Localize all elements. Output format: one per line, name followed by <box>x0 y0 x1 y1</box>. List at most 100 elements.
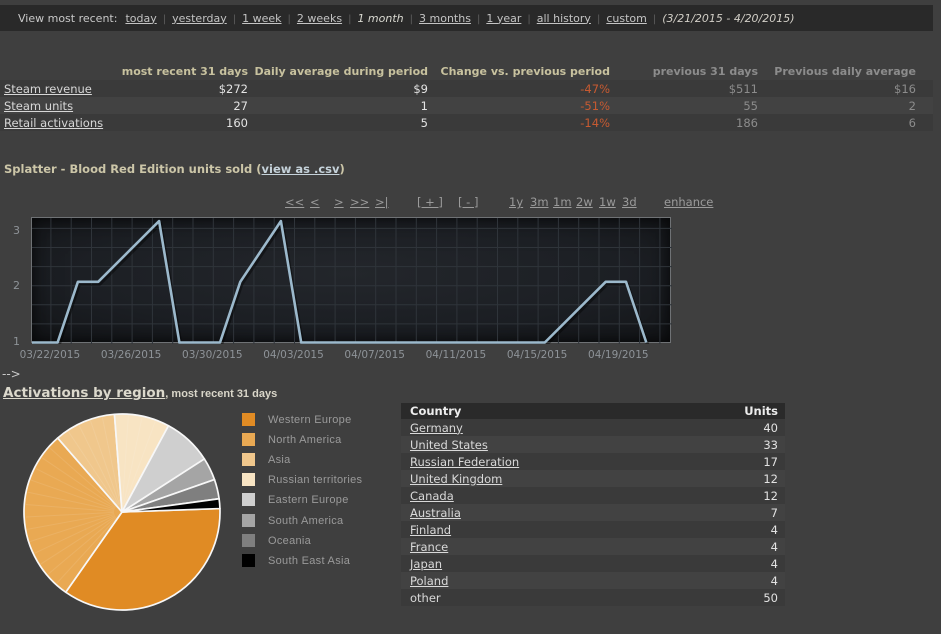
chart-nav-nextnext[interactable]: >> <box>350 195 370 209</box>
x-axis-label: 03/26/2015 <box>100 349 162 361</box>
country-units: 4 <box>770 522 778 537</box>
x-axis-label: 04/03/2015 <box>263 349 324 361</box>
country-link[interactable]: Australia <box>410 505 461 520</box>
country-row: United States 33 <box>401 436 785 453</box>
pie-slice-band-line <box>26 512 115 530</box>
summary-header-row: most recent 31 days Daily average during… <box>0 62 933 80</box>
chart-nav-1w[interactable]: 1w <box>599 195 616 209</box>
country-row: Australia 7 <box>401 504 785 521</box>
country-units: 12 <box>763 488 778 503</box>
chart-nav-next[interactable]: > <box>334 195 344 209</box>
pie-slice-band-line <box>27 491 115 511</box>
pie-slice-band-line <box>41 457 116 508</box>
summary-row-link[interactable]: Retail activations <box>4 115 104 130</box>
pie-slice-band-line <box>25 511 115 518</box>
legend-swatch <box>242 473 255 487</box>
pie-slice-band-line <box>34 514 115 554</box>
country-link[interactable]: Finland <box>410 522 452 537</box>
range-all-history[interactable]: all history <box>536 11 591 25</box>
y-axis-label: 2 <box>13 279 20 293</box>
country-name-cell: Japan <box>401 555 655 572</box>
country-link[interactable]: Japan <box>410 556 443 571</box>
chart-nav-nextend[interactable]: >| <box>375 195 389 209</box>
range-1-year[interactable]: 1 year <box>486 11 522 25</box>
summary-header-most-recent: most recent 31 days <box>121 64 248 78</box>
activations-by-region-link[interactable]: Activations by region <box>3 385 166 401</box>
range-1-week[interactable]: 1 week <box>242 11 282 25</box>
chart-nav-zoomin[interactable]: [ + ] <box>417 195 443 209</box>
range-3-months[interactable]: 3 months <box>419 11 471 25</box>
pie-slice-band-line <box>78 425 119 506</box>
country-link[interactable]: Canada <box>410 488 454 503</box>
pie-slice-south-east-asia[interactable] <box>121 497 221 513</box>
country-link[interactable]: Poland <box>410 573 449 588</box>
legend-label: Eastern Europe <box>268 494 349 507</box>
separator: | <box>348 13 352 25</box>
country-row: France 4 <box>401 538 785 555</box>
x-axis-label: 04/19/2015 <box>588 349 649 361</box>
chart-nav-1m[interactable]: 1m <box>553 195 572 209</box>
pie-slice-band-line <box>40 515 116 565</box>
pie-slice-band-line <box>30 479 115 510</box>
chart-nav-prevprev[interactable]: << <box>285 195 305 209</box>
country-link[interactable]: France <box>410 539 449 554</box>
pie-slice-band-line <box>101 417 121 505</box>
country-plain: other <box>410 590 441 605</box>
country-units: 12 <box>763 471 778 486</box>
range-today[interactable]: today <box>125 11 157 25</box>
spacer-cell <box>916 97 933 114</box>
country-row: Germany 40 <box>401 419 785 436</box>
range-2-weeks[interactable]: 2 weeks <box>296 11 343 25</box>
units-sold-chart-svg <box>32 218 672 344</box>
chart-nav-3d[interactable]: 3d <box>622 195 637 209</box>
chart-nav-prev[interactable]: < <box>310 195 320 209</box>
pie-slice-band-line <box>29 513 115 542</box>
summary-cell: $272 <box>218 81 248 96</box>
chart-nav-1y[interactable]: 1y <box>509 195 524 209</box>
chart-nav: << < > >> >|[ + ][ - ] 1y 3m 1m 2w 1w 3d enhance <box>0 195 933 209</box>
range-custom[interactable]: custom <box>606 11 647 25</box>
x-axis-label: 04/15/2015 <box>506 349 568 361</box>
legend-label: Asia <box>268 454 291 467</box>
pie-slice-band-line <box>35 468 116 509</box>
summary-cell: 2 <box>908 98 916 113</box>
country-units: 4 <box>770 539 778 554</box>
country-name-cell: Poland <box>401 572 655 589</box>
country-link[interactable]: Russian Federation <box>410 454 520 469</box>
pie-slice-north-america[interactable] <box>23 437 123 594</box>
pie-slice-band-line <box>56 517 117 584</box>
country-units: 4 <box>770 556 778 571</box>
separator: | <box>287 13 291 25</box>
x-axis-label: 04/11/2015 <box>425 349 487 361</box>
country-link[interactable]: United Kingdom <box>410 471 503 486</box>
pie-slice-western-europe[interactable] <box>64 507 221 611</box>
chart-nav-enhance[interactable]: enhance <box>664 195 714 209</box>
summary-cell: -14% <box>580 115 610 130</box>
summary-row-link[interactable]: Steam units <box>4 98 74 113</box>
chart-nav-zoomout[interactable]: [ - ] <box>458 195 479 209</box>
summary-cell: 5 <box>420 115 428 130</box>
y-axis-label: 3 <box>13 224 20 238</box>
range-yesterday[interactable]: yesterday <box>172 11 227 25</box>
view-as-csv-link[interactable]: view as .csv <box>261 162 340 176</box>
summary-header-previous-daily: Previous daily average <box>774 64 916 78</box>
summary-header-daily-average: Daily average during period <box>254 64 428 78</box>
chart-nav-2w[interactable]: 2w <box>576 195 593 209</box>
summary-cell: 27 <box>233 98 248 113</box>
country-link[interactable]: United States <box>410 437 488 452</box>
separator: | <box>652 13 657 25</box>
legend-swatch <box>242 413 255 426</box>
pie-slice-band-line <box>124 421 156 505</box>
pie-slice-band-line <box>47 516 117 575</box>
summary-table: most recent 31 days Daily average during… <box>0 62 933 131</box>
summary-row-link[interactable]: Steam revenue <box>4 81 92 96</box>
chart-nav-3m[interactable]: 3m <box>530 195 549 209</box>
country-name-cell: Canada <box>401 487 655 504</box>
country-header-row: Country Units <box>401 403 785 419</box>
summary-cell: 186 <box>736 115 758 130</box>
country-row: Finland 4 <box>401 521 785 538</box>
summary-row: Steam revenue $272 $9 -47% $511 $16 <box>0 80 933 97</box>
country-link[interactable]: Germany <box>410 420 463 435</box>
activations-pie-chart <box>20 410 225 615</box>
activations-by-region-title: Activations by region, most recent 31 da… <box>3 385 277 401</box>
